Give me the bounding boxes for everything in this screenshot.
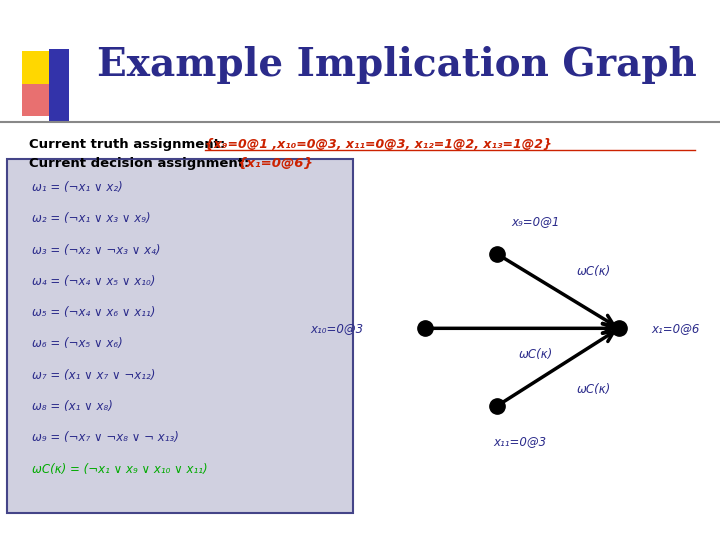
Text: x₁₁=0@3: x₁₁=0@3 [493,435,546,448]
Bar [49,49,69,122]
FancyBboxPatch shape [7,159,353,513]
Bar [22,51,61,84]
Text: ωC(κ): ωC(κ) [577,383,611,396]
Text: x₉=0@1: x₉=0@1 [511,215,559,228]
Text: Current truth assignment:: Current truth assignment: [29,138,230,151]
Text: ωC(κ): ωC(κ) [577,265,611,278]
Text: ωC(κ): ωC(κ) [519,348,554,361]
Text: {x₁=0@6}: {x₁=0@6} [238,157,313,170]
Text: x₁₀=0@3: x₁₀=0@3 [310,322,364,335]
Text: ω₃ = (¬x₂ ∨ ¬x₃ ∨ x₄): ω₃ = (¬x₂ ∨ ¬x₃ ∨ x₄) [32,244,161,256]
Text: ω₈ = (x₁ ∨ x₈): ω₈ = (x₁ ∨ x₈) [32,400,113,413]
Text: ω₉ = (¬x₇ ∨ ¬x₈ ∨ ¬ x₁₃): ω₉ = (¬x₇ ∨ ¬x₈ ∨ ¬ x₁₃) [32,431,179,444]
Text: Example Implication Graph: Example Implication Graph [97,46,697,84]
Bar [22,84,61,116]
Text: x₁=0@6: x₁=0@6 [652,322,700,335]
Text: ω₁ = (¬x₁ ∨ x₂): ω₁ = (¬x₁ ∨ x₂) [32,181,123,194]
Text: ω₇ = (x₁ ∨ x₇ ∨ ¬x₁₂): ω₇ = (x₁ ∨ x₇ ∨ ¬x₁₂) [32,369,156,382]
Text: ωC(κ) = (¬x₁ ∨ x₉ ∨ x₁₀ ∨ x₁₁): ωC(κ) = (¬x₁ ∨ x₉ ∨ x₁₀ ∨ x₁₁) [32,463,208,476]
Text: ω₂ = (¬x₁ ∨ x₃ ∨ x₉): ω₂ = (¬x₁ ∨ x₃ ∨ x₉) [32,212,151,225]
Text: ω₆ = (¬x₅ ∨ x₆): ω₆ = (¬x₅ ∨ x₆) [32,338,123,350]
Text: Current decision assignment:: Current decision assignment: [29,157,254,170]
Text: ω₅ = (¬x₄ ∨ x₆ ∨ x₁₁): ω₅ = (¬x₄ ∨ x₆ ∨ x₁₁) [32,306,156,319]
Text: ω₄ = (¬x₄ ∨ x₅ ∨ x₁₀): ω₄ = (¬x₄ ∨ x₅ ∨ x₁₀) [32,275,156,288]
Text: {x₉=0@1 ,x₁₀=0@3, x₁₁=0@3, x₁₂=1@2, x₁₃=1@2}: {x₉=0@1 ,x₁₀=0@3, x₁₁=0@3, x₁₂=1@2, x₁₃=… [205,138,552,151]
